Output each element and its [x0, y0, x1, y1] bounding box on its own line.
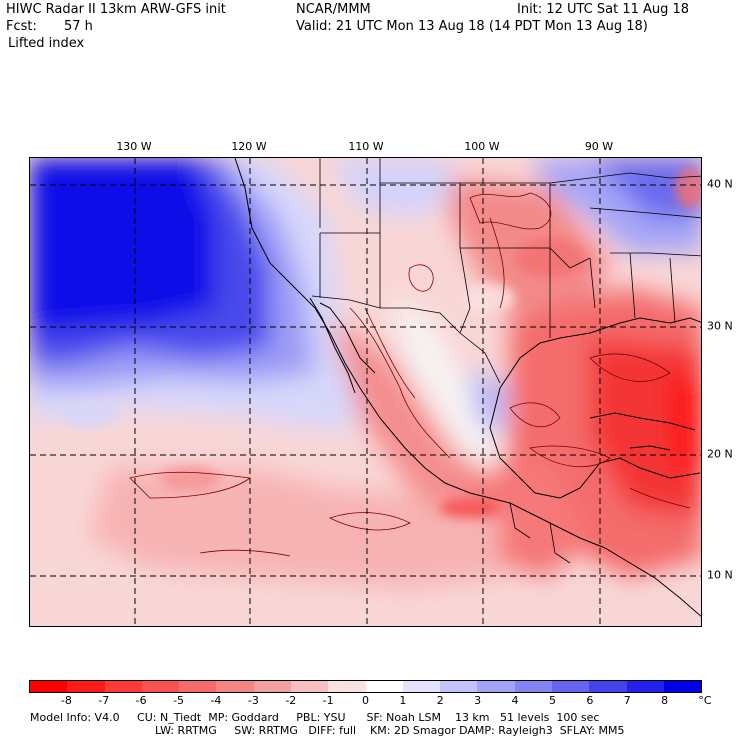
colorbar-tick-label: 7 [623, 694, 631, 707]
colorbar-tick-label: -4 [210, 694, 222, 707]
colorbar-tick-label: -2 [285, 694, 297, 707]
colorbar-tick-label: 8 [661, 694, 669, 707]
colorbar-tick-label: -5 [173, 694, 185, 707]
model-info-line2: LW: RRTMG SW: RRTMG DIFF: full KM: 2D Sm… [155, 724, 625, 737]
colorbar-swatch [179, 681, 217, 692]
colorbar-tick-label: -6 [135, 694, 147, 707]
colorbar-tick-label: -7 [98, 694, 110, 707]
coastlines [234, 158, 701, 617]
colorbar-swatch [104, 681, 142, 692]
colorbar-swatch [290, 681, 329, 692]
valid-time: Valid: 21 UTC Mon 13 Aug 18 (14 PDT Mon … [296, 19, 648, 34]
colorbar [29, 680, 702, 693]
colorbar-tick-label: -1 [322, 694, 334, 707]
colorbar-unit: °C [698, 694, 712, 707]
colorbar-tick-label: 3 [474, 694, 482, 707]
graticule [30, 158, 701, 626]
lat-label-40n: 40 N [707, 177, 733, 191]
colorbar-swatch [216, 681, 254, 692]
lon-label-130w: 130 W [116, 140, 152, 153]
fcst-label: Fcst: [6, 19, 37, 34]
colorbar-swatch [589, 681, 627, 692]
colorbar-swatch [253, 681, 291, 692]
lon-label-110w: 110 W [348, 140, 384, 153]
colorbar-swatch [365, 681, 403, 692]
colorbar-swatch [477, 681, 515, 692]
colorbar-swatch [626, 681, 664, 692]
lon-label-100w: 100 W [464, 140, 500, 153]
colorbar-tick-label: 5 [548, 694, 556, 707]
colorbar-swatch [514, 681, 552, 692]
lat-label-20n: 20 N [707, 447, 733, 461]
political-borders [311, 158, 701, 564]
field-shading [30, 158, 701, 588]
colorbar-swatch [67, 681, 105, 692]
colorbar-tick-label: -8 [60, 694, 72, 707]
lon-label-120w: 120 W [231, 140, 267, 153]
colorbar-tick-label: 6 [586, 694, 594, 707]
map-graphic [30, 158, 701, 626]
chart-title: HIWC Radar II 13km ARW-GFS init [6, 2, 226, 17]
colorbar-swatch [440, 681, 478, 692]
colorbar-tick-label: -3 [247, 694, 259, 707]
colorbar-swatch [141, 681, 180, 692]
colorbar-swatch [663, 681, 702, 692]
lon-label-90w: 90 W [584, 140, 614, 153]
model-info-line1: Model Info: V4.0 CU: N_Tiedt MP: Goddard… [30, 711, 600, 724]
colorbar-swatch [30, 681, 68, 692]
colorbar-swatch [551, 681, 590, 692]
lat-label-30n: 30 N [707, 319, 733, 333]
colorbar-swatch [328, 681, 366, 692]
colorbar-tick-label: 1 [399, 694, 407, 707]
colorbar-tick-label: 2 [436, 694, 444, 707]
lat-label-10n: 10 N [707, 568, 733, 582]
field-name: Lifted index [8, 36, 85, 51]
init-time: Init: 12 UTC Sat 11 Aug 18 [517, 2, 690, 17]
lifted-index-map [29, 157, 702, 627]
colorbar-swatch [402, 681, 441, 692]
colorbar-tick-label: 0 [362, 694, 369, 707]
colorbar-tick-label: 4 [511, 694, 519, 707]
org-label: NCAR/MMM [296, 2, 371, 17]
fcst-value: 57 h [64, 19, 93, 34]
